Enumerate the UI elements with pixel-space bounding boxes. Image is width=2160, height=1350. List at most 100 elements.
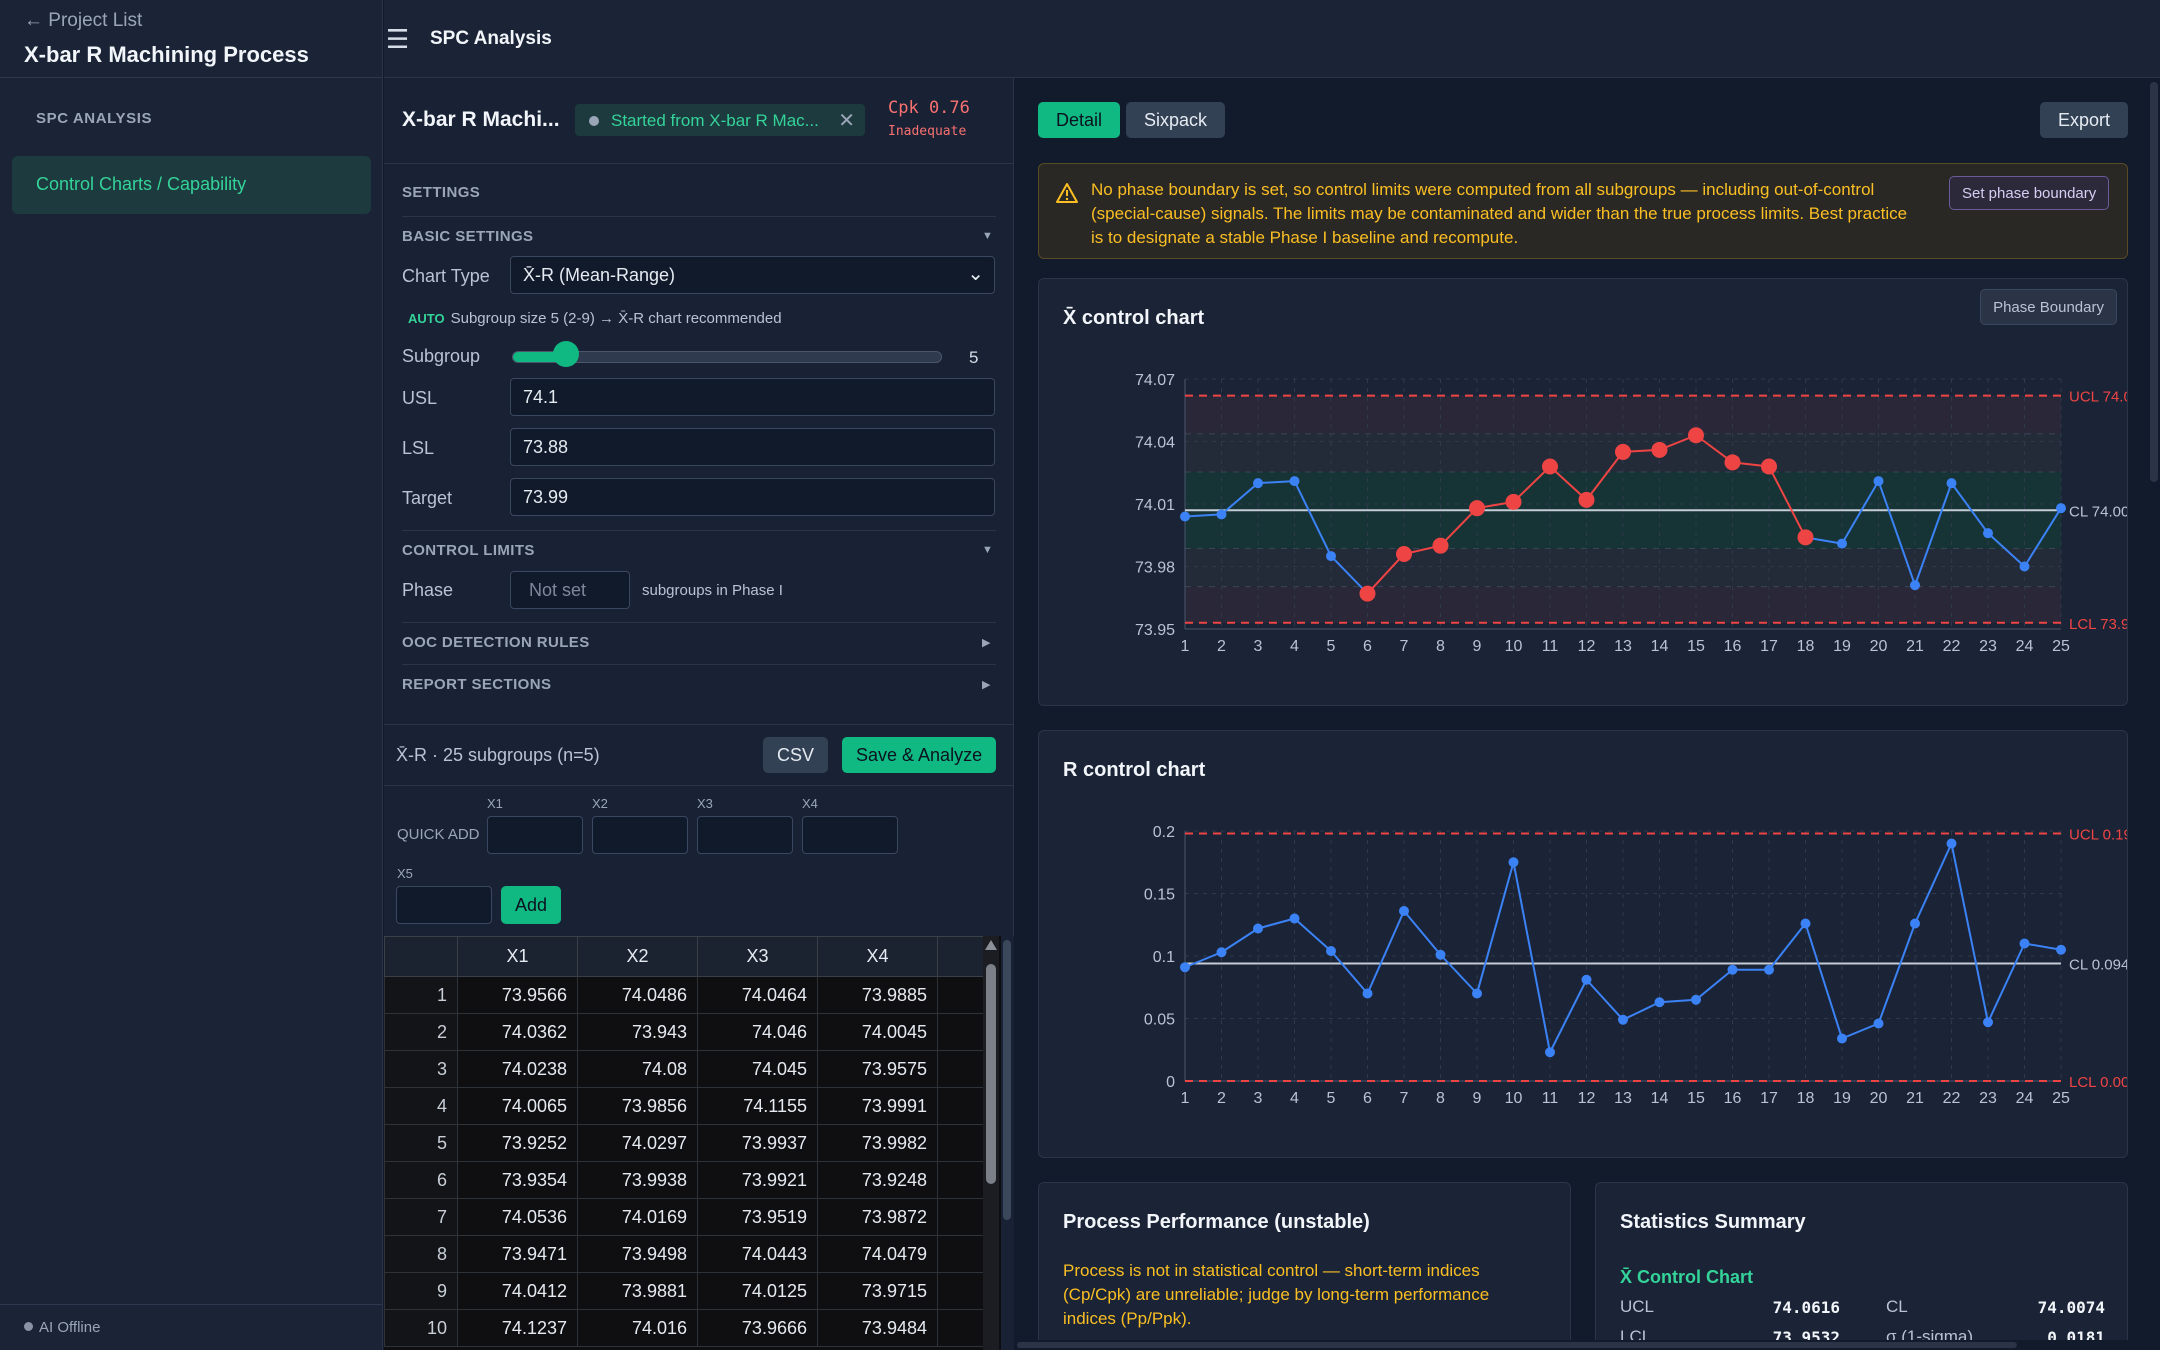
table-cell[interactable]: 74.0412 [457,1272,578,1310]
scroll-up-arrow-icon[interactable] [985,940,997,950]
x-tick-label: 13 [1614,1090,1632,1107]
table-cell[interactable]: 73.9666 [697,1309,818,1347]
data-point [1837,538,1847,549]
table-cell[interactable]: 73.943 [577,1013,698,1051]
results-scrollbar[interactable] [2148,78,2160,1350]
table-row[interactable]: 5 73.9252 74.0297 73.9937 73.9982 [384,1124,984,1162]
quick-add-x2-input[interactable] [592,816,688,854]
table-row[interactable]: 1 73.9566 74.0486 74.0464 73.9885 [384,976,984,1014]
table-cell[interactable]: 73.9938 [577,1161,698,1199]
table-cell[interactable]: 74.0125 [697,1272,818,1310]
series-segment [1366,553,1405,595]
table-row[interactable]: 10 74.1237 74.016 73.9666 73.9484 [384,1309,984,1347]
tab-sixpack[interactable]: Sixpack [1126,102,1226,138]
source-chip-label: Started from X-bar R Mac... [611,111,819,130]
table-cell[interactable]: 74.1155 [697,1087,818,1125]
quick-add-x3-input[interactable] [697,816,793,854]
table-scrollbar[interactable] [983,936,999,1350]
table-row[interactable]: 9 74.0412 73.9881 74.0125 73.9715 [384,1272,984,1310]
ai-status-text: AI Offline [39,1319,101,1336]
column-header[interactable]: X4 [817,936,938,977]
column-header[interactable]: X3 [697,936,818,977]
table-cell[interactable]: 73.9991 [817,1087,938,1125]
save-analyze-button[interactable]: Save & Analyze [842,737,997,773]
table-cell[interactable]: 73.9498 [577,1235,698,1273]
set-phase-boundary-button[interactable]: Set phase boundary [1949,176,2110,210]
table-cell[interactable]: 74.0479 [817,1235,938,1273]
scrollbar-thumb[interactable] [1017,1342,2017,1348]
table-row[interactable]: 7 74.0536 74.0169 73.9519 73.9872 [384,1198,984,1236]
table-row[interactable]: 8 73.9471 73.9498 74.0443 74.0479 [384,1235,984,1273]
table-cell[interactable]: 73.9881 [577,1272,698,1310]
export-button[interactable]: Export [2040,102,2129,138]
ooc-rules-toggle[interactable]: OOC DETECTION RULES ▶ [402,634,990,651]
phase-boundary-button[interactable]: Phase Boundary [1980,289,2117,325]
quick-add-x4-input[interactable] [802,816,898,854]
back-to-project-list-link[interactable]: ← Project List [24,10,143,31]
csv-button[interactable]: CSV [763,737,829,773]
table-cell[interactable]: 74.0486 [577,976,698,1014]
series-segment [1512,862,1551,1053]
table-cell[interactable]: 73.9519 [697,1198,818,1236]
table-cell[interactable]: 74.1237 [457,1309,578,1347]
table-row[interactable]: 2 74.0362 73.943 74.046 74.0045 [384,1013,984,1051]
add-button[interactable]: Add [501,886,562,924]
table-cell[interactable]: 73.9484 [817,1309,938,1347]
scrollbar-thumb[interactable] [986,964,996,1184]
column-header[interactable]: X2 [577,936,698,977]
table-cell[interactable]: 73.9856 [577,1087,698,1125]
table-cell[interactable]: 74.0536 [457,1198,578,1236]
table-cell[interactable]: 74.016 [577,1309,698,1347]
table-cell[interactable]: 73.9872 [817,1198,938,1236]
scrollbar-thumb[interactable] [2150,82,2158,482]
hamburger-menu-icon[interactable]: ☰ [386,24,410,54]
sidebar-item-control-charts[interactable]: Control Charts / Capability [12,156,371,214]
report-sections-toggle[interactable]: REPORT SECTIONS ▶ [402,676,990,693]
table-cell[interactable]: 74.0297 [577,1124,698,1162]
table-cell[interactable]: 73.9248 [817,1161,938,1199]
quick-add-x1-input[interactable] [487,816,583,854]
table-cell[interactable]: 73.9937 [697,1124,818,1162]
table-cell[interactable]: 74.046 [697,1013,818,1051]
basic-settings-toggle[interactable]: BASIC SETTINGS ▼ [402,228,993,245]
close-icon[interactable]: ✕ [838,110,855,132]
panel-scrollbar[interactable] [1001,936,1014,1350]
table-cell[interactable]: 74.0238 [457,1050,578,1088]
table-cell[interactable]: 73.9921 [697,1161,818,1199]
horizontal-scrollbar[interactable] [1015,1340,2160,1350]
series-segment [2023,507,2062,568]
table-cell[interactable]: 74.0362 [457,1013,578,1051]
table-cell[interactable]: 74.0443 [697,1235,818,1273]
table-cell[interactable]: 74.0065 [457,1087,578,1125]
table-row[interactable]: 6 73.9354 73.9938 73.9921 73.9248 [384,1161,984,1199]
scrollbar-thumb[interactable] [1003,940,1011,1220]
target-input[interactable]: 73.99 [510,478,995,516]
quick-add-x5-input[interactable] [396,886,492,924]
table-row[interactable]: 4 74.0065 73.9856 74.1155 73.9991 [384,1087,984,1125]
slider-handle[interactable] [552,341,579,367]
table-cell[interactable]: 73.9715 [817,1272,938,1310]
control-limits-toggle[interactable]: CONTROL LIMITS ▼ [402,542,993,559]
phase-input[interactable]: Not set [510,571,630,609]
table-cell[interactable]: 74.0045 [817,1013,938,1051]
column-header[interactable]: X1 [457,936,578,977]
table-cell[interactable]: 74.045 [697,1050,818,1088]
table-cell[interactable]: 73.9575 [817,1050,938,1088]
lsl-input[interactable]: 73.88 [510,428,995,466]
table-cell[interactable]: 73.9252 [457,1124,578,1162]
table-cell[interactable]: 74.0464 [697,976,818,1014]
table-row[interactable]: 3 74.0238 74.08 74.045 73.9575 [384,1050,984,1088]
table-cell[interactable]: 74.08 [577,1050,698,1088]
subgroup-slider[interactable] [512,351,942,363]
table-cell[interactable]: 73.9354 [457,1161,578,1199]
quick-add-x3-label: X3 [697,796,713,811]
table-cell[interactable]: 73.9471 [457,1235,578,1273]
chart-type-select[interactable]: X̄-R (Mean-Range) ⌄ [510,256,995,294]
table-cell[interactable]: 73.9982 [817,1124,938,1162]
usl-input[interactable]: 74.1 [510,378,995,416]
table-cell[interactable]: 73.9885 [817,976,938,1014]
table-cell[interactable]: 73.9566 [457,976,578,1014]
table-cell[interactable]: 74.0169 [577,1198,698,1236]
statistics-summary-title: Statistics Summary [1620,1211,1806,1233]
tab-detail[interactable]: Detail [1038,102,1121,138]
